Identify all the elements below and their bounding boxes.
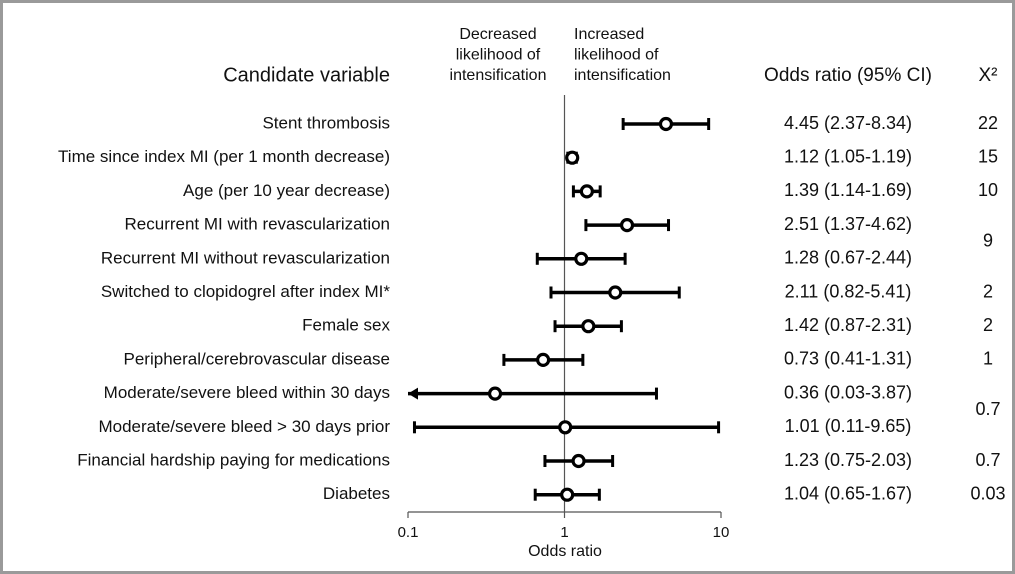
x-tick-label: 1	[560, 524, 568, 541]
point-estimate	[579, 184, 594, 199]
category-label: Recurrent MI without revascularization	[101, 248, 390, 267]
value-label: 1.28 (0.67-2.44)	[784, 248, 912, 268]
point-estimate	[536, 352, 551, 367]
x-axis-label: Odds ratio	[528, 543, 602, 560]
right-header: likelihood of	[574, 47, 659, 64]
point-estimate	[608, 285, 623, 300]
value-header: Odds ratio (95% CI)	[764, 65, 932, 86]
category-label: Peripheral/cerebrovascular disease	[124, 349, 390, 368]
category-label: Female sex	[302, 316, 390, 335]
category-label: Time since index MI (per 1 month decreas…	[58, 147, 390, 166]
point-estimate	[658, 116, 674, 132]
left-header: likelihood of	[456, 47, 541, 64]
value-label: 1.04 (0.65-1.67)	[784, 483, 912, 503]
value-label: 1.42 (0.87-2.31)	[784, 315, 912, 335]
x-tick-label: 0.1	[398, 524, 419, 541]
point-estimate	[581, 319, 596, 334]
chi2-value: 10	[978, 180, 998, 200]
value-label: 0.73 (0.41-1.31)	[784, 349, 912, 369]
point-estimate	[619, 218, 635, 233]
value-label: 1.39 (1.14-1.69)	[784, 180, 912, 200]
right-header: intensification	[574, 67, 671, 84]
value-label: 1.01 (0.11-9.65)	[785, 416, 912, 436]
chi2-value: 0.03	[970, 483, 1005, 503]
chi2-value: 2	[983, 315, 993, 335]
category-label: Switched to clopidogrel after index MI*	[101, 282, 391, 301]
left-header: intensification	[450, 67, 547, 84]
category-label: Moderate/severe bleed > 30 days prior	[98, 417, 390, 436]
chi2-header: Χ²	[979, 65, 998, 86]
point-estimate	[560, 487, 575, 502]
x-tick-label: 10	[713, 524, 730, 541]
chi2-value: 9	[983, 231, 993, 251]
ci-arrow	[408, 387, 418, 400]
category-label: Age (per 10 year decrease)	[183, 181, 390, 200]
point-estimate	[571, 453, 586, 469]
point-estimate	[558, 420, 573, 435]
left-header: Decreased	[459, 26, 536, 43]
value-label: 2.11 (0.82-5.41)	[785, 281, 912, 301]
category-label: Stent thrombosis	[262, 113, 390, 132]
category-label: Moderate/severe bleed within 30 days	[104, 383, 390, 402]
right-header: Increased	[574, 26, 644, 43]
chi2-value: 0.7	[975, 399, 1000, 419]
point-estimate	[565, 150, 580, 165]
point-estimate	[574, 251, 589, 266]
value-label: 1.12 (1.05-1.19)	[784, 146, 912, 166]
chi2-value: 2	[983, 281, 993, 301]
category-label: Recurrent MI with revascularization	[125, 215, 390, 234]
value-label: 2.51 (1.37-4.62)	[784, 214, 912, 234]
value-label: 4.45 (2.37-8.34)	[784, 113, 912, 133]
chi2-value: 22	[978, 113, 998, 133]
chi2-value: 15	[978, 146, 998, 166]
value-label: 1.23 (0.75-2.03)	[784, 450, 912, 470]
point-estimate	[487, 386, 503, 401]
category-label: Financial hardship paying for medication…	[77, 450, 390, 469]
chi2-value: 1	[983, 349, 993, 369]
category-header: Candidate variable	[223, 64, 390, 86]
chi2-value: 0.7	[975, 450, 1000, 470]
category-label: Diabetes	[323, 484, 390, 503]
value-label: 0.36 (0.03-3.87)	[784, 382, 912, 402]
